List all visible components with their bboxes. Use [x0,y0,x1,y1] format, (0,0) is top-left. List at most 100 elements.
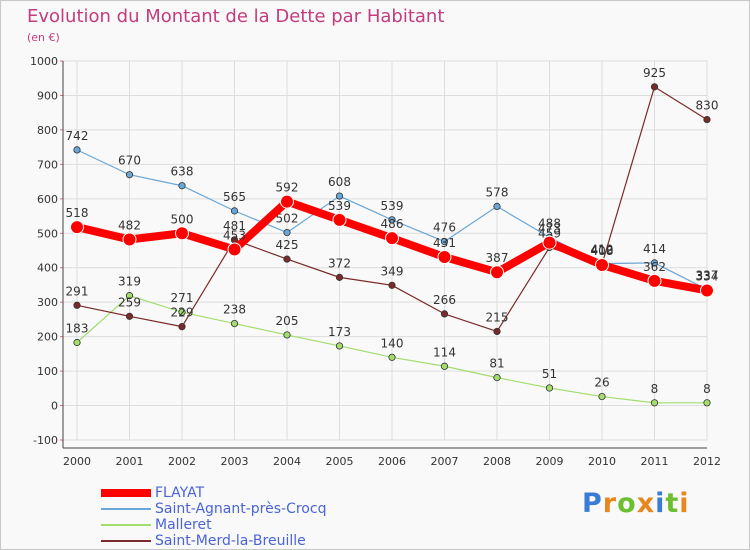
x-tick-label: 2000 [63,455,91,468]
legend-swatch-saint-merd-la-breuille [101,540,151,542]
data-point-saint-merd-la-breuille [73,301,81,309]
data-label-flayat: 486 [381,217,404,231]
data-point-flayat [122,232,137,247]
chart-title: Evolution du Montant de la Dette par Hab… [27,6,445,27]
data-label-saint-agnant-pres-crocq: 414 [643,242,666,256]
data-label-malleret: 140 [381,336,404,350]
x-tick-label: 2002 [168,455,196,468]
legend-swatch-saint-agnant-pres-crocq [101,508,151,510]
data-point-flayat [647,273,662,288]
data-label-saint-merd-la-breuille: 481 [223,219,246,233]
legend-label-flayat: FLAYAT [155,485,205,501]
y-tick-label: 700 [37,158,58,171]
y-tick-label: 200 [37,331,58,344]
data-label-flayat: 362 [643,260,666,274]
data-point-malleret [178,308,186,316]
data-label-flayat: 387 [486,251,509,265]
data-point-saint-agnant-pres-crocq [230,207,239,215]
data-label-flayat: 431 [433,236,456,250]
data-point-saint-agnant-pres-crocq [335,192,344,200]
y-tick-label: 0 [51,400,58,413]
y-tick-label: 600 [37,193,58,206]
data-point-saint-merd-la-breuille [650,83,659,91]
data-point-flayat [385,231,399,246]
data-point-saint-merd-la-breuille [493,327,501,336]
data-label-malleret: 8 [703,382,711,396]
x-tick-label: 2009 [536,455,564,468]
data-point-saint-merd-la-breuille [440,310,449,318]
data-point-saint-agnant-pres-crocq [650,259,659,267]
legend-swatch-flayat [101,489,151,497]
data-label-saint-merd-la-breuille: 259 [118,295,141,309]
data-label-saint-agnant-pres-crocq: 337 [696,268,719,282]
data-point-saint-merd-la-breuille [703,115,711,124]
logo-letter: t [665,488,680,519]
data-label-saint-merd-la-breuille: 291 [66,284,89,298]
data-label-saint-merd-la-breuille: 410 [591,243,614,257]
data-label-saint-agnant-pres-crocq: 608 [328,175,351,189]
data-point-flayat [227,242,242,257]
line-chart: -100 0 100 200 300 400 500 600 700 800 900 1000 2000… [30,55,721,468]
data-label-saint-agnant-pres-crocq: 502 [276,212,299,226]
data-label-malleret: 81 [489,357,504,371]
data-point-malleret [335,342,344,350]
data-point-saint-merd-la-breuille [125,312,134,320]
chart-subtitle: (en €) [27,31,60,44]
data-point-malleret [493,374,501,382]
data-label-flayat: 482 [118,218,141,232]
data-label-malleret: 114 [433,345,456,359]
data-point-flayat [542,235,557,250]
data-label-malleret: 51 [542,367,557,381]
x-tick-label: 2005 [326,455,354,468]
data-label-flayat: 408 [591,244,614,258]
data-point-malleret [440,362,449,370]
data-label-malleret: 319 [118,275,141,289]
data-point-saint-merd-la-breuille [283,255,291,263]
y-tick-label: 400 [37,262,58,275]
data-label-flayat: 518 [66,206,89,220]
data-label-flayat: 592 [276,181,299,195]
data-point-saint-agnant-pres-crocq [125,171,134,179]
x-tick-label: 2003 [221,455,249,468]
data-point-flayat [700,283,714,298]
data-point-saint-merd-la-breuille [335,273,344,281]
logo-letter: P [582,488,603,519]
x-tick-label: 2008 [483,455,511,468]
data-label-saint-merd-la-breuille: 349 [381,264,404,278]
data-label-saint-merd-la-breuille: 459 [538,226,561,240]
data-label-malleret: 8 [651,382,659,396]
logo-letter: i [655,488,666,519]
x-tick-label: 2004 [273,455,301,468]
data-label-saint-merd-la-breuille: 425 [276,238,299,252]
data-label-flayat: 500 [171,212,194,226]
data-label-flayat: 539 [328,199,351,213]
data-label-flayat: 453 [223,228,246,242]
data-point-flayat [70,220,84,235]
data-label-saint-agnant-pres-crocq: 565 [223,190,246,204]
data-label-malleret: 238 [223,303,246,317]
data-point-malleret [230,319,239,328]
data-point-saint-agnant-pres-crocq [178,182,186,190]
data-label-saint-merd-la-breuille: 925 [643,66,666,80]
data-label-saint-merd-la-breuille: 266 [433,293,456,307]
x-tick-label: 2007 [431,455,459,468]
data-label-malleret: 205 [276,314,299,328]
logo-letter: i [679,488,690,519]
data-point-malleret [388,353,396,361]
data-label-saint-merd-la-breuille: 830 [696,99,719,113]
y-tick-label: 300 [37,296,58,309]
legend-label-saint-merd-la-breuille: Saint-Merd-la-Breuille [155,533,306,549]
data-label-saint-merd-la-breuille: 215 [486,310,509,324]
data-point-flayat [437,250,452,265]
data-label-flayat: 334 [696,269,719,283]
legend-swatch-malleret [101,524,151,526]
x-tick-label: 2012 [693,455,721,468]
data-label-flayat: 473 [538,222,561,236]
logo-letter: r [602,488,618,519]
legend-label-malleret: Malleret [155,517,212,533]
data-point-saint-agnant-pres-crocq [73,146,81,154]
data-label-saint-agnant-pres-crocq: 578 [486,185,509,199]
legend-label-saint-agnant-pres-crocq: Saint-Agnant-près-Crocq [155,501,327,517]
data-label-saint-agnant-pres-crocq: 638 [171,165,194,179]
